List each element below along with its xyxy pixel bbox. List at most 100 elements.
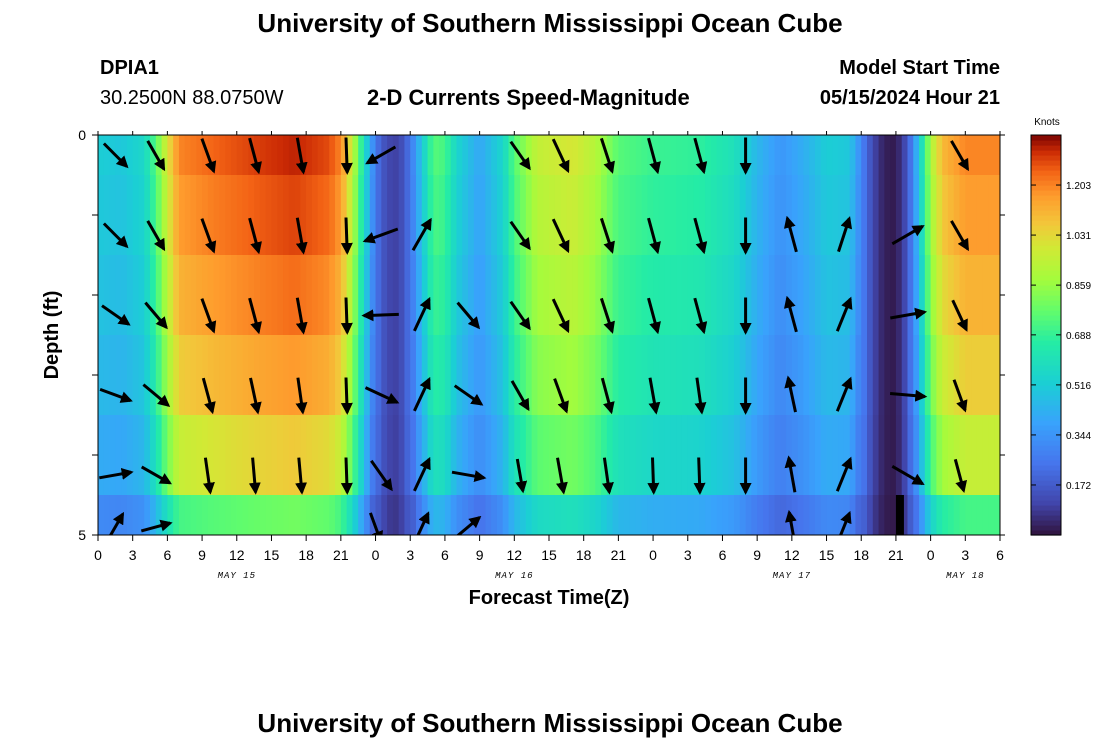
heatmap-cell xyxy=(167,175,174,255)
x-tick-label: 3 xyxy=(406,547,414,563)
heatmap-cell xyxy=(352,135,359,175)
heatmap-cell xyxy=(965,175,972,255)
heatmap-cell xyxy=(601,135,608,175)
heatmap-cell xyxy=(98,175,105,255)
heatmap-cell xyxy=(173,135,180,175)
heatmap-cell xyxy=(144,135,151,175)
heatmap-cell xyxy=(531,495,539,535)
heatmap-cell xyxy=(872,255,880,335)
current-vector xyxy=(510,380,530,412)
heatmap-cell xyxy=(352,495,359,535)
heatmap-cell xyxy=(734,495,741,535)
heatmap-cell xyxy=(346,335,354,415)
colorbar-segment xyxy=(1031,380,1061,386)
heatmap-cell xyxy=(797,175,805,255)
heatmap-cell xyxy=(473,135,481,175)
heatmap-cell xyxy=(271,335,278,415)
heatmap-cell xyxy=(895,135,903,175)
heatmap-cell xyxy=(138,415,145,495)
heatmap-cell xyxy=(826,175,833,255)
heatmap-cell xyxy=(988,335,995,415)
heatmap-cell xyxy=(930,135,937,175)
colorbar-segment xyxy=(1031,300,1061,306)
heatmap-cell xyxy=(138,255,145,335)
heatmap-cell xyxy=(439,415,446,495)
heatmap-cell xyxy=(693,255,700,335)
current-vector xyxy=(361,309,399,322)
heatmap-cell xyxy=(277,335,284,415)
heatmap-cell xyxy=(254,335,261,415)
heatmap-cell xyxy=(508,135,515,175)
heatmap-cell xyxy=(271,175,278,255)
heatmap-cell xyxy=(294,175,301,255)
heatmap-cell xyxy=(768,255,776,335)
heatmap-cell xyxy=(242,255,249,335)
heatmap-cell xyxy=(560,335,567,415)
colorbar-segment xyxy=(1031,205,1061,211)
heatmap-cell xyxy=(867,335,874,415)
heatmap-cell xyxy=(710,495,718,535)
heatmap-cell xyxy=(277,135,284,175)
heatmap-cell xyxy=(485,175,492,255)
heatmap-cell xyxy=(502,175,510,255)
heatmap-cell xyxy=(872,415,880,495)
heatmap-cell xyxy=(601,335,608,415)
current-vector xyxy=(784,455,797,493)
colorbar-segment xyxy=(1031,335,1061,341)
heatmap-cell xyxy=(496,135,504,175)
heatmap-cell xyxy=(335,175,342,255)
heatmap-cell xyxy=(959,415,966,495)
heatmap-cell xyxy=(230,495,238,535)
heatmap-cell xyxy=(265,415,273,495)
heatmap-cell xyxy=(699,495,706,535)
heatmap-cell xyxy=(115,175,122,255)
heatmap-cell xyxy=(780,135,787,175)
current-vector xyxy=(551,138,570,174)
heatmap-cell xyxy=(219,335,226,415)
heatmap-cell xyxy=(919,495,926,535)
heatmap-cell xyxy=(982,135,990,175)
date-label: MAY 17 xyxy=(773,571,811,581)
colorbar-segment xyxy=(1031,200,1061,206)
current-vector xyxy=(553,378,569,414)
heatmap-cell xyxy=(849,335,857,415)
heatmap-cell xyxy=(352,335,359,415)
heatmap-cell xyxy=(219,175,226,255)
heatmap-cell xyxy=(300,335,307,415)
heatmap-cell xyxy=(797,335,805,415)
heatmap-cell xyxy=(225,335,232,415)
heatmap-cell xyxy=(976,175,984,255)
heatmap-cell xyxy=(416,255,423,335)
heatmap-cell xyxy=(473,175,481,255)
station-id: DPIA1 xyxy=(100,57,159,79)
colorbar-segment xyxy=(1031,530,1061,536)
heatmap-cell xyxy=(907,495,914,535)
heatmap-cell xyxy=(832,335,839,415)
x-tick-label: 9 xyxy=(198,547,206,563)
x-tick-label: 15 xyxy=(541,547,557,563)
heatmap-cell xyxy=(132,135,140,175)
colorbar-segment xyxy=(1031,420,1061,426)
heatmap-cell xyxy=(387,135,394,175)
heatmap-cell xyxy=(959,255,966,335)
heatmap-cell xyxy=(647,255,654,335)
heatmap-cell xyxy=(433,415,440,495)
heatmap-cell xyxy=(346,495,354,535)
heatmap-cell xyxy=(635,135,643,175)
heatmap-cell xyxy=(901,175,909,255)
heatmap-cell xyxy=(167,135,174,175)
heatmap-cell xyxy=(641,335,648,415)
current-vector xyxy=(101,304,131,326)
current-vector xyxy=(953,458,968,494)
heatmap-cell xyxy=(786,135,793,175)
heatmap-cell xyxy=(456,495,463,535)
colorbar-segment xyxy=(1031,470,1061,476)
current-vector xyxy=(295,217,308,255)
heatmap-cell xyxy=(855,335,862,415)
colorbar-segment xyxy=(1031,370,1061,376)
heatmap-cell xyxy=(606,335,614,415)
colorbar-segment xyxy=(1031,515,1061,521)
colorbar-segment xyxy=(1031,260,1061,266)
current-vector xyxy=(600,377,615,415)
heatmap-cell xyxy=(618,415,625,495)
